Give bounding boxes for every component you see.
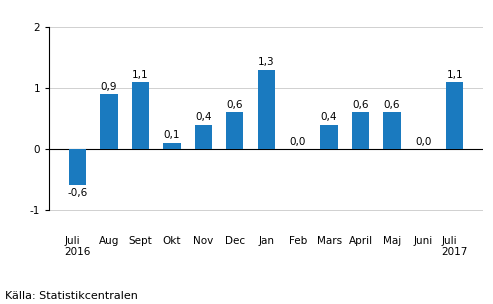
Text: 0,6: 0,6 (227, 100, 243, 110)
Text: 0,4: 0,4 (195, 112, 211, 122)
Bar (132, 82, 149, 149)
Text: 0,6: 0,6 (384, 100, 400, 110)
Bar (195, 125, 212, 149)
Text: 0,0: 0,0 (415, 136, 431, 147)
Text: Källa: Statistikcentralen: Källa: Statistikcentralen (5, 291, 138, 301)
Text: 1,1: 1,1 (447, 70, 463, 80)
Text: 0,6: 0,6 (352, 100, 369, 110)
Bar (163, 143, 180, 149)
Text: -0,6: -0,6 (68, 188, 88, 198)
Text: 0,1: 0,1 (164, 130, 180, 140)
Bar (352, 112, 369, 149)
Bar (69, 149, 86, 185)
Bar (383, 112, 401, 149)
Bar (257, 70, 275, 149)
Text: 1,3: 1,3 (258, 57, 275, 67)
Bar (446, 82, 463, 149)
Text: 0,0: 0,0 (289, 136, 306, 147)
Bar (320, 125, 338, 149)
Bar (226, 112, 244, 149)
Bar (101, 94, 118, 149)
Text: 0,9: 0,9 (101, 82, 117, 92)
Text: 0,4: 0,4 (321, 112, 337, 122)
Text: 1,1: 1,1 (132, 70, 149, 80)
